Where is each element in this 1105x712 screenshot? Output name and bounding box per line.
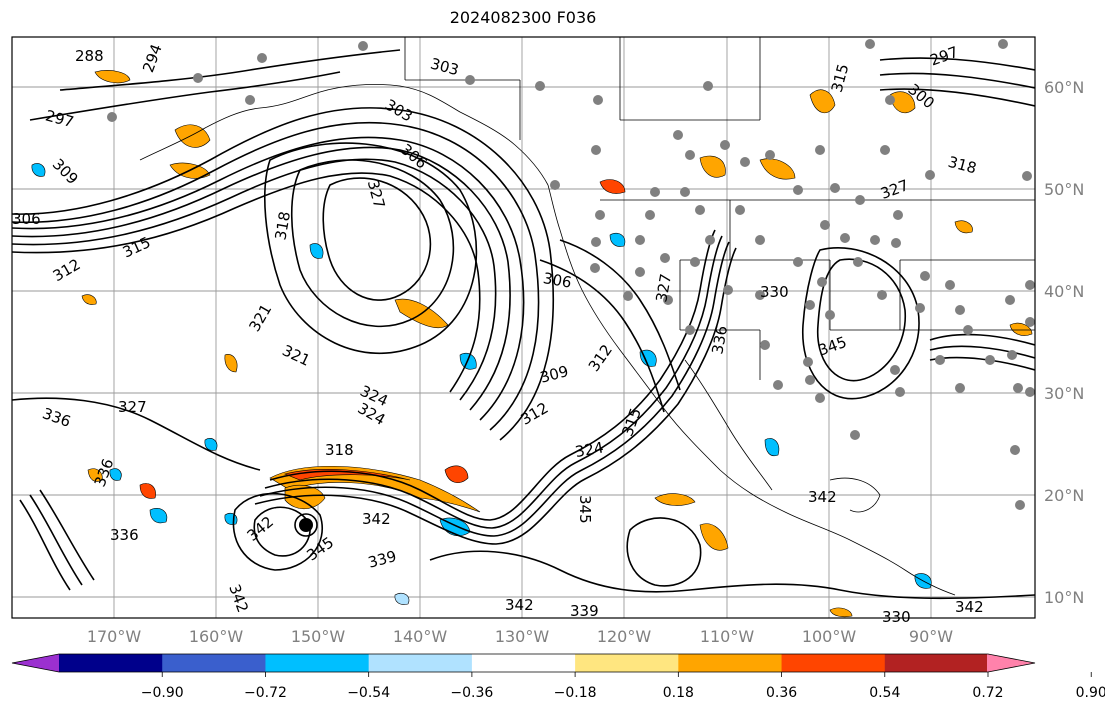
contour-label: 318 bbox=[271, 210, 294, 241]
colorbar-extend-min bbox=[12, 654, 60, 672]
lat-label-60n: 60°N bbox=[1044, 78, 1084, 97]
lat-label-50n: 50°N bbox=[1044, 180, 1084, 199]
graticule bbox=[12, 37, 1035, 618]
contour-label: 336 bbox=[110, 526, 139, 544]
lon-label-150w: 150°W bbox=[291, 627, 346, 646]
positive-anomaly-shading bbox=[81, 70, 1033, 618]
colorbar-tick-label: 0.72 bbox=[972, 685, 1003, 701]
contour-label: 342 bbox=[808, 488, 837, 506]
colorbar-segment bbox=[884, 654, 989, 672]
colorbar-segment bbox=[471, 654, 576, 672]
contour-label: 342 bbox=[955, 598, 984, 616]
lon-label-100w: 100°W bbox=[802, 627, 857, 646]
colorbar-tick-label: −0.36 bbox=[450, 685, 493, 701]
contour-label: 327 bbox=[118, 398, 147, 416]
lat-label-20n: 20°N bbox=[1044, 486, 1084, 505]
colorbar-segment bbox=[162, 654, 267, 672]
map-title: 2024082300 F036 bbox=[449, 8, 597, 27]
colorbar-tick-label: −0.90 bbox=[141, 685, 184, 701]
lat-label-10n: 10°N bbox=[1044, 588, 1084, 607]
contour-label: 330 bbox=[760, 283, 789, 301]
lat-label-30n: 30°N bbox=[1044, 384, 1084, 403]
colorbar-segment bbox=[59, 654, 163, 672]
lon-label-160w: 160°W bbox=[189, 627, 244, 646]
contour-label: 288 bbox=[75, 47, 104, 65]
contour-label: 336 bbox=[708, 324, 731, 355]
contour-label: 306 bbox=[542, 269, 573, 292]
lon-label-170w: 170°W bbox=[87, 627, 142, 646]
colorbar-tick-label: −0.18 bbox=[554, 685, 597, 701]
colorbar-segment bbox=[265, 654, 370, 672]
colorbar-segment bbox=[678, 654, 783, 672]
colorbar-segment bbox=[368, 654, 473, 672]
colorbar-tick-label: 0.90 bbox=[1076, 685, 1105, 701]
colorbar-segments bbox=[12, 654, 1035, 672]
lon-label-140w: 140°W bbox=[393, 627, 448, 646]
lon-label-120w: 120°W bbox=[597, 627, 652, 646]
colorbar-segment bbox=[781, 654, 886, 672]
contour-label: 342 bbox=[362, 510, 391, 528]
lat-label-40n: 40°N bbox=[1044, 282, 1084, 301]
colorbar-tick-label: −0.54 bbox=[347, 685, 390, 701]
colorbar-extend-max bbox=[987, 654, 1035, 672]
colorbar-tick-labels: −0.90 −0.72 −0.54 −0.36 −0.18 0.18 0.36 … bbox=[141, 685, 1105, 701]
contour-label: 318 bbox=[325, 441, 354, 459]
contour-label: 345 bbox=[576, 495, 594, 524]
lon-label-130w: 130°W bbox=[495, 627, 550, 646]
lon-label-110w: 110°W bbox=[700, 627, 755, 646]
colorbar-tick-label: 0.18 bbox=[663, 685, 694, 701]
colorbar-tick-label: 0.36 bbox=[766, 685, 797, 701]
colorbar-tick-label: 0.54 bbox=[869, 685, 900, 701]
colorbar-segment bbox=[575, 654, 679, 672]
station-markers bbox=[107, 39, 1035, 510]
contour-label: 339 bbox=[570, 602, 599, 620]
theta-contours bbox=[12, 49, 1035, 600]
contour-label: 327 bbox=[652, 272, 675, 303]
colorbar-tick-label: −0.72 bbox=[244, 685, 287, 701]
colorbar-ticks bbox=[161, 672, 1092, 677]
colorbar-outline bbox=[11, 653, 1036, 673]
contour-label: 306 bbox=[12, 210, 41, 228]
tropical-cyclone-marker bbox=[294, 513, 318, 537]
contour-label: 324 bbox=[574, 438, 605, 461]
contour-label: 342 bbox=[505, 596, 534, 614]
lon-label-90w: 90°W bbox=[909, 627, 953, 646]
contour-label: 330 bbox=[882, 608, 911, 626]
map-frame bbox=[11, 36, 1036, 619]
